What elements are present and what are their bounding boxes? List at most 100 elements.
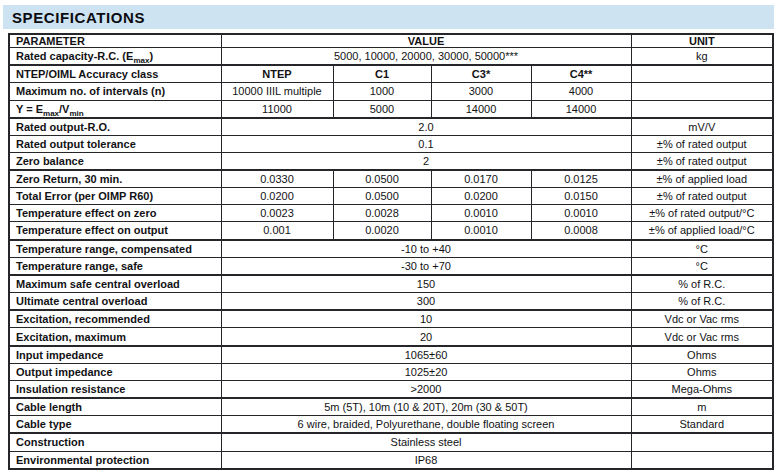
column-header-parameter: PARAMETER	[9, 34, 221, 48]
parameter-cell: Maximum no. of intervals (n)	[9, 83, 221, 100]
table-row: Y = Emax/Vmin1100050001400014000	[9, 100, 773, 118]
value-cell: 1065±60	[221, 346, 631, 364]
table-row: Temperature effect on output0.0010.00200…	[9, 222, 773, 240]
value-cell: 0.0023	[221, 205, 333, 222]
value-cell: NTEP	[221, 65, 333, 83]
value-cell: 0.0028	[333, 205, 431, 222]
unit-cell: °C	[631, 257, 773, 275]
table-row: Output impedance1025±20Ohms	[9, 363, 773, 380]
value-cell: 10000 IIIL multiple	[221, 83, 333, 100]
value-cell: 20	[221, 328, 631, 346]
unit-cell: ±% of rated output/°C	[631, 205, 773, 222]
table-row: Zero balance2±% of rated output	[9, 152, 773, 170]
parameter-cell: Construction	[9, 433, 221, 451]
table-header-row: PARAMETER VALUE UNIT	[9, 34, 773, 48]
table-row: Ultimate central overload300% of R.C.	[9, 293, 773, 311]
table-row: Rated output-R.O.2.0mV/V	[9, 118, 773, 136]
value-cell: 0.0125	[531, 170, 631, 188]
value-cell: 5m (5T), 10m (10 & 20T), 20m (30 & 50T)	[221, 398, 631, 416]
value-cell: 5000	[333, 100, 431, 118]
value-cell: 0.0010	[531, 205, 631, 222]
table-row: Rated capacity-R.C. (Emax)5000, 10000, 2…	[9, 48, 773, 66]
value-cell: 0.0010	[431, 222, 531, 240]
value-cell: 1025±20	[221, 363, 631, 380]
unit-cell: °C	[631, 240, 773, 258]
parameter-cell: Output impedance	[9, 363, 221, 380]
parameter-cell: Total Error (per OIMP R60)	[9, 188, 221, 205]
value-cell: 5000, 10000, 20000, 30000, 50000***	[221, 48, 631, 66]
column-header-unit: UNIT	[631, 34, 773, 48]
unit-cell: ±% of applied load	[631, 170, 773, 188]
unit-cell: % of R.C.	[631, 275, 773, 293]
unit-cell: % of R.C.	[631, 293, 773, 311]
unit-cell: kg	[631, 48, 773, 66]
value-cell: 0.0008	[531, 222, 631, 240]
value-cell: 300	[221, 293, 631, 311]
parameter-cell: Temperature range, compensated	[9, 240, 221, 258]
unit-cell: Standard	[631, 416, 773, 434]
value-cell: 150	[221, 275, 631, 293]
table-row: Cable length5m (5T), 10m (10 & 20T), 20m…	[9, 398, 773, 416]
parameter-cell: NTEP/OIML Accuracy class	[9, 65, 221, 83]
table-row: Maximum safe central overload150% of R.C…	[9, 275, 773, 293]
value-cell: 4000	[531, 83, 631, 100]
page-title: SPECIFICATIONS	[3, 9, 145, 26]
value-cell: 0.0500	[333, 188, 431, 205]
parameter-cell: Rated output-R.O.	[9, 118, 221, 136]
parameter-cell: Rated capacity-R.C. (Emax)	[9, 48, 221, 66]
column-header-value: VALUE	[221, 34, 631, 48]
value-cell: 2	[221, 152, 631, 170]
value-cell: 14000	[531, 100, 631, 118]
value-cell: 2.0	[221, 118, 631, 136]
unit-cell	[631, 433, 773, 451]
value-cell: C3*	[431, 65, 531, 83]
parameter-cell: Cable type	[9, 416, 221, 434]
table-row: Total Error (per OIMP R60)0.02000.05000.…	[9, 188, 773, 205]
value-cell: IP68	[221, 451, 631, 469]
parameter-cell: Maximum safe central overload	[9, 275, 221, 293]
unit-cell: ±% of rated output	[631, 188, 773, 205]
parameter-cell: Excitation, recommended	[9, 310, 221, 328]
value-cell: 11000	[221, 100, 333, 118]
table-row: Zero Return, 30 min.0.03300.05000.01700.…	[9, 170, 773, 188]
table-row: Input impedance1065±60Ohms	[9, 346, 773, 364]
parameter-cell: Rated output tolerance	[9, 135, 221, 152]
table-row: Environmental protectionIP68	[9, 451, 773, 469]
table-row: Rated output tolerance0.1±% of rated out…	[9, 135, 773, 152]
value-cell: >2000	[221, 380, 631, 398]
table-row: Temperature range, safe-30 to +70°C	[9, 257, 773, 275]
value-cell: -10 to +40	[221, 240, 631, 258]
parameter-cell: Input impedance	[9, 346, 221, 364]
table-row: NTEP/OIML Accuracy classNTEPC1C3*C4**	[9, 65, 773, 83]
unit-cell: Vdc or Vac rms	[631, 310, 773, 328]
unit-cell: ±% of rated output	[631, 135, 773, 152]
parameter-cell: Ultimate central overload	[9, 293, 221, 311]
table-row: Temperature range, compensated-10 to +40…	[9, 240, 773, 258]
table-row: Insulation resistance>2000Mega-Ohms	[9, 380, 773, 398]
specifications-table: PARAMETER VALUE UNIT Rated capacity-R.C.…	[8, 33, 774, 470]
unit-cell	[631, 65, 773, 83]
unit-cell: ±% of rated output	[631, 152, 773, 170]
unit-cell: Ohms	[631, 363, 773, 380]
value-cell: 6 wire, braided, Polyurethane, double fl…	[221, 416, 631, 434]
parameter-cell: Temperature effect on output	[9, 222, 221, 240]
parameter-cell: Insulation resistance	[9, 380, 221, 398]
parameter-cell: Environmental protection	[9, 451, 221, 469]
table-row: Maximum no. of intervals (n)10000 IIIL m…	[9, 83, 773, 100]
parameter-cell: Zero balance	[9, 152, 221, 170]
value-cell: 0.0200	[221, 188, 333, 205]
value-cell: C4**	[531, 65, 631, 83]
table-row: Excitation, maximum20Vdc or Vac rms	[9, 328, 773, 346]
unit-cell: Vdc or Vac rms	[631, 328, 773, 346]
value-cell: 14000	[431, 100, 531, 118]
table-row: Cable type6 wire, braided, Polyurethane,…	[9, 416, 773, 434]
parameter-cell: Cable length	[9, 398, 221, 416]
value-cell: C1	[333, 65, 431, 83]
section-title-bar: SPECIFICATIONS	[3, 5, 774, 29]
unit-cell	[631, 83, 773, 100]
value-cell: 0.0330	[221, 170, 333, 188]
value-cell: 0.0200	[431, 188, 531, 205]
value-cell: 3000	[431, 83, 531, 100]
table-row: ConstructionStainless steel	[9, 433, 773, 451]
parameter-cell: Temperature range, safe	[9, 257, 221, 275]
